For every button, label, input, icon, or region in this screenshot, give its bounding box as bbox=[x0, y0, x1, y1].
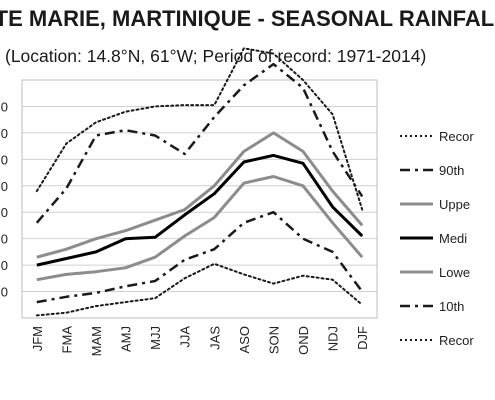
legend-label: Recor bbox=[439, 333, 474, 348]
series-line bbox=[36, 210, 364, 304]
legend-label: Uppe bbox=[439, 197, 470, 212]
legend-label: Lowe bbox=[439, 265, 470, 280]
series-line bbox=[36, 131, 364, 259]
chart-title: STE MARIE, MARTINIQUE - SEASONAL RAINFAL… bbox=[0, 6, 495, 31]
y-tick-label: 0 bbox=[1, 258, 8, 273]
y-tick-label: 0 bbox=[1, 99, 8, 114]
series-line bbox=[36, 175, 364, 282]
chart-subtitle: (Location: 14.8°N, 61°W; Period of recor… bbox=[5, 46, 427, 66]
x-tick-label: OND bbox=[296, 326, 311, 355]
x-tick-label: DJF bbox=[355, 326, 370, 350]
y-tick-label: 0 bbox=[1, 205, 8, 220]
x-tick-label: FMA bbox=[59, 326, 74, 354]
x-tick-label: NDJ bbox=[326, 326, 341, 351]
legend-label: 10th bbox=[439, 299, 464, 314]
series-line bbox=[35, 47, 364, 211]
x-tick-label: ASO bbox=[237, 326, 252, 353]
series-line bbox=[36, 153, 364, 267]
x-tick-label: MJJ bbox=[148, 326, 163, 350]
y-tick-label: 0 bbox=[1, 126, 8, 141]
x-tick-label: JAS bbox=[207, 326, 222, 350]
legend-label: Medi bbox=[439, 231, 467, 246]
x-tick-label: JFM bbox=[30, 326, 45, 351]
x-tick-label: SON bbox=[266, 326, 281, 354]
legend-label: Recor bbox=[439, 129, 474, 144]
x-tick-label: JJA bbox=[178, 326, 193, 348]
y-tick-label: 0 bbox=[1, 179, 8, 194]
y-tick-label: 0 bbox=[1, 152, 8, 167]
y-tick-label: 0 bbox=[1, 232, 8, 247]
series-line bbox=[35, 62, 364, 224]
x-tick-label: AMJ bbox=[119, 326, 134, 352]
x-tick-label: MAM bbox=[89, 326, 104, 356]
y-tick-label: 0 bbox=[1, 285, 8, 300]
series-line bbox=[35, 262, 364, 317]
legend-label: 90th bbox=[439, 163, 464, 178]
plot-border bbox=[21, 79, 378, 319]
